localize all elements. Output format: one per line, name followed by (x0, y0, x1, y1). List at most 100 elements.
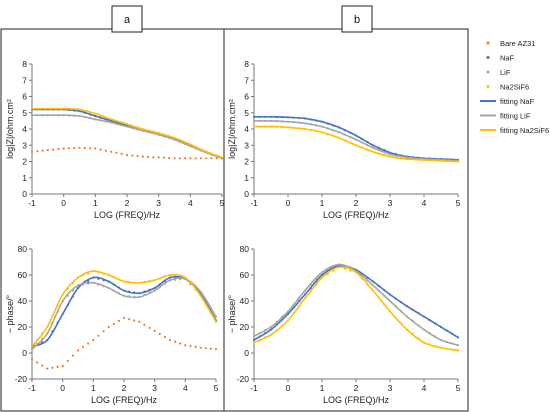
data-point (147, 155, 150, 158)
data-point (115, 151, 118, 154)
data-point (168, 338, 172, 342)
x-tick-label: 4 (422, 198, 427, 208)
legend: Bare AZ31 NaF LiF Na2SiF6 fitting NaF fitting… (480, 39, 549, 135)
series-line-fitting-na2sif6 (253, 125, 459, 163)
y-axis-label: log|Z|/ohm.cm² (5, 99, 15, 159)
x-tick-label: 2 (125, 198, 130, 208)
data-point (148, 326, 151, 329)
x-tick-label: 4 (188, 198, 193, 208)
data-point (41, 364, 44, 367)
x-tick-label: 4 (422, 383, 427, 393)
series-markers-naf (252, 264, 460, 342)
data-point (178, 157, 181, 160)
x-axis-label: LOG (FREQ)/Hz (323, 210, 390, 220)
legend-swatch (486, 56, 490, 59)
data-point (163, 335, 166, 339)
data-point (120, 152, 123, 155)
y-axis-label: − phase/° (227, 294, 237, 333)
data-point (152, 156, 155, 159)
x-tick-label: 0 (286, 383, 291, 393)
x-tick-label: 5 (214, 383, 219, 393)
data-point (76, 349, 80, 352)
y-tick-label: 7 (22, 75, 27, 85)
data-point (189, 157, 192, 160)
legend-entry-label: NaF (500, 54, 515, 63)
data-point (61, 364, 64, 368)
y-tick-label: 7 (244, 75, 249, 85)
data-point (199, 346, 202, 349)
x-tick-label: -1 (28, 383, 36, 393)
x-tick-label: 1 (320, 198, 325, 208)
legend-swatch (486, 41, 490, 45)
data-point (128, 318, 131, 321)
series-line-fitting-lif (253, 263, 459, 346)
y-tick-label: 4 (244, 124, 249, 134)
x-tick-label: 5 (456, 198, 461, 208)
data-point (30, 358, 34, 361)
data-point (83, 146, 86, 150)
data-point (189, 345, 192, 348)
data-point (73, 146, 76, 150)
data-point (173, 157, 176, 160)
data-point (112, 322, 115, 326)
data-point (204, 347, 207, 350)
y-tick-label: 6 (244, 92, 249, 102)
x-tick-label: 1 (91, 383, 96, 393)
series-markers-lif (252, 263, 460, 347)
y-tick-label: 5 (244, 108, 249, 118)
data-point (62, 147, 65, 150)
data-point (110, 150, 113, 153)
data-point (162, 156, 165, 159)
data-point (343, 267, 346, 270)
y-tick-label: 0 (244, 348, 249, 358)
data-point (82, 345, 85, 348)
panel-b-label-box (341, 5, 373, 33)
data-point (94, 147, 97, 150)
data-point (168, 156, 171, 160)
y-tick-label: 80 (240, 244, 250, 254)
data-point (138, 320, 141, 323)
data-point (184, 157, 187, 160)
y-tick-label: 3 (244, 140, 249, 150)
x-tick-label: -1 (28, 198, 36, 208)
y-tick-label: 40 (18, 296, 28, 306)
x-tick-label: 3 (152, 383, 157, 393)
series-markers-naf (30, 108, 224, 160)
panel-b-label: b (354, 14, 360, 26)
x-tick-label: -1 (250, 198, 258, 208)
data-point (46, 149, 49, 152)
y-tick-label: 0 (22, 348, 27, 358)
data-point (153, 329, 156, 332)
data-point (30, 150, 34, 153)
y-tick-label: 2 (244, 157, 249, 167)
y-tick-label: 0 (244, 189, 249, 199)
x-tick-label: 3 (388, 198, 393, 208)
series-markers-lif (30, 114, 224, 160)
data-point (89, 147, 92, 150)
series-line-fitting-naf (31, 275, 217, 348)
x-tick-label: 0 (61, 198, 66, 208)
y-tick-label: 4 (22, 124, 27, 134)
y-tick-label: 0 (22, 189, 27, 199)
y-tick-label: 80 (18, 244, 28, 254)
panel-a-label: a (124, 14, 131, 26)
panel-b-frame (223, 28, 469, 412)
x-tick-label: 5 (220, 198, 225, 208)
legend-entry-label: fitting LiF (500, 112, 531, 121)
series-line-fitting-na2sif6 (31, 270, 217, 348)
data-point (46, 367, 49, 370)
data-point (174, 340, 177, 343)
x-axis-label: LOG (FREQ)/Hz (94, 210, 161, 220)
data-point (107, 325, 110, 329)
series-markers-bare-az31 (30, 316, 218, 370)
y-tick-label: 60 (18, 270, 28, 280)
x-axis-label: LOG (FREQ)/Hz (323, 395, 390, 405)
series-line-fitting-lif (31, 277, 217, 350)
data-point (36, 361, 39, 364)
y-tick-label: 2 (22, 157, 27, 167)
data-point (117, 319, 120, 322)
series-line-fitting-na2sif6 (253, 266, 459, 352)
data-point (78, 146, 81, 149)
series-markers-bare-az31 (30, 146, 224, 160)
